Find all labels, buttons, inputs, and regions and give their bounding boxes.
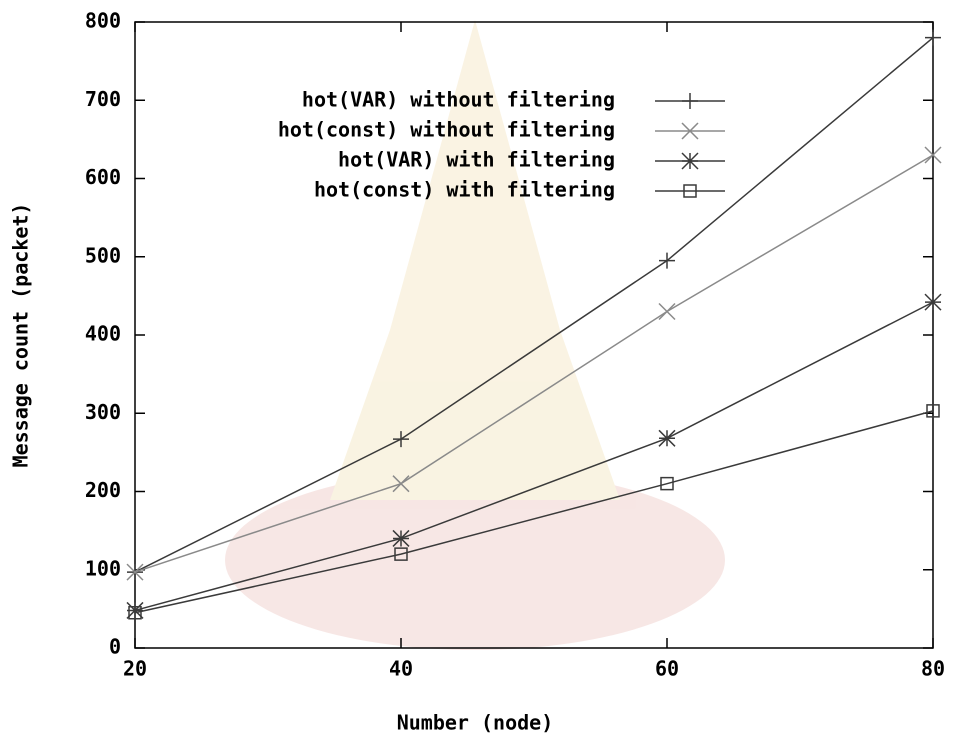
legend-label: hot(const) with filtering [314,178,615,202]
x-tick-label: 40 [389,657,413,681]
marker [393,530,409,546]
x-tick-label: 60 [655,657,679,681]
legend-label: hot(VAR) with filtering [338,148,615,172]
legend-label: hot(const) without filtering [278,118,615,142]
y-tick-label: 600 [85,165,121,189]
y-axis-label: Message count (packet) [9,203,33,468]
chart: Number (node) Message count (packet) 0 10… [0,0,953,738]
y-tick-label: 100 [85,556,121,580]
marker [682,153,698,169]
x-tick-label: 20 [123,657,147,681]
x-tick-label: 80 [921,657,945,681]
legend-label: hot(VAR) without filtering [302,88,615,112]
y-tick-label: 0 [109,635,121,659]
y-tick-label: 200 [85,478,121,502]
y-tick-label: 800 [85,9,121,33]
y-tick-label: 700 [85,87,121,111]
marker [659,304,675,320]
marker [682,93,698,109]
x-axis-label: Number (node) [397,711,554,735]
y-tick-label: 500 [85,243,121,267]
marker [659,430,675,446]
y-tick-label: 400 [85,322,121,346]
marker [925,294,941,310]
watermark [225,20,725,650]
y-tick-label: 300 [85,400,121,424]
